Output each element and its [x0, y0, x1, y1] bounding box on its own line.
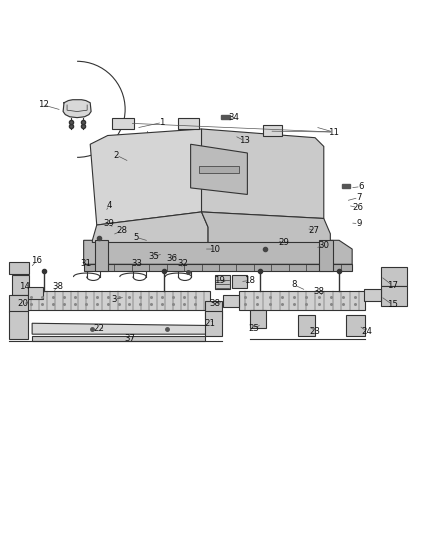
Polygon shape: [205, 301, 223, 319]
Text: 36: 36: [166, 254, 177, 263]
Text: 6: 6: [358, 182, 364, 191]
Polygon shape: [63, 100, 91, 118]
Text: 13: 13: [239, 136, 250, 146]
Text: 23: 23: [310, 327, 321, 336]
Text: 27: 27: [309, 226, 320, 235]
Polygon shape: [239, 290, 365, 310]
Text: 18: 18: [244, 276, 255, 285]
Polygon shape: [90, 129, 201, 225]
Polygon shape: [84, 240, 352, 264]
Text: 33: 33: [131, 259, 142, 268]
Polygon shape: [10, 311, 28, 338]
Polygon shape: [32, 336, 205, 341]
Polygon shape: [25, 290, 210, 310]
Polygon shape: [346, 314, 365, 336]
Polygon shape: [199, 166, 239, 173]
Text: 34: 34: [229, 112, 240, 122]
Text: 32: 32: [178, 259, 189, 268]
Polygon shape: [32, 323, 210, 334]
Text: 8: 8: [291, 280, 297, 289]
Polygon shape: [10, 295, 28, 312]
Polygon shape: [342, 183, 350, 188]
Polygon shape: [381, 266, 407, 286]
Polygon shape: [297, 314, 315, 336]
Polygon shape: [215, 275, 230, 289]
Text: 25: 25: [248, 324, 259, 333]
Polygon shape: [92, 212, 208, 243]
Polygon shape: [28, 287, 43, 299]
Polygon shape: [250, 310, 266, 328]
Polygon shape: [177, 118, 199, 129]
Text: 38: 38: [209, 299, 220, 308]
Text: 29: 29: [278, 238, 289, 247]
Text: 38: 38: [313, 287, 324, 296]
Text: 14: 14: [19, 281, 30, 290]
Text: 19: 19: [214, 276, 224, 285]
Text: 26: 26: [352, 203, 364, 212]
Text: 16: 16: [31, 256, 42, 265]
Text: 5: 5: [133, 233, 139, 242]
Text: 11: 11: [328, 127, 339, 136]
Polygon shape: [263, 125, 283, 135]
Text: 31: 31: [80, 259, 92, 268]
Text: 22: 22: [93, 324, 104, 333]
Text: 7: 7: [356, 193, 361, 202]
Text: 1: 1: [159, 118, 165, 127]
Text: 10: 10: [209, 245, 220, 254]
Polygon shape: [201, 129, 324, 219]
Text: 38: 38: [52, 281, 63, 290]
Polygon shape: [319, 240, 332, 271]
Text: 24: 24: [361, 327, 372, 336]
Polygon shape: [223, 295, 239, 306]
Polygon shape: [232, 275, 247, 288]
Polygon shape: [95, 240, 108, 271]
Text: 3: 3: [111, 295, 117, 304]
Polygon shape: [84, 264, 352, 271]
Polygon shape: [112, 118, 134, 129]
Polygon shape: [221, 115, 230, 119]
Text: 17: 17: [387, 281, 398, 290]
Text: 39: 39: [103, 219, 114, 228]
Polygon shape: [191, 144, 247, 195]
Text: 15: 15: [387, 301, 398, 310]
Text: 28: 28: [117, 226, 127, 235]
Text: 37: 37: [124, 334, 135, 343]
Text: 21: 21: [204, 319, 215, 328]
Text: 4: 4: [106, 201, 112, 210]
Polygon shape: [364, 289, 381, 302]
Text: 9: 9: [356, 219, 361, 228]
Polygon shape: [9, 262, 29, 274]
Polygon shape: [381, 286, 407, 306]
Polygon shape: [201, 212, 330, 243]
Text: 30: 30: [318, 241, 329, 250]
Polygon shape: [205, 311, 223, 336]
Text: 12: 12: [38, 100, 49, 109]
Text: 35: 35: [148, 253, 159, 261]
Polygon shape: [12, 275, 29, 295]
Text: 2: 2: [113, 151, 119, 160]
Text: 20: 20: [17, 299, 28, 308]
